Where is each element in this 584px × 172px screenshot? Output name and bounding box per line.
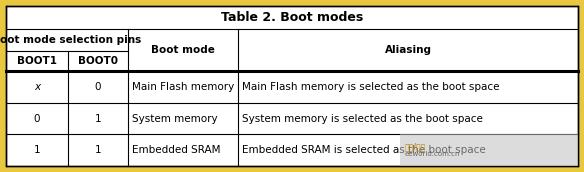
Text: Embedded SRAM is selected as the boot space: Embedded SRAM is selected as the boot sp… xyxy=(242,145,486,155)
Text: eeworld.com.cn: eeworld.com.cn xyxy=(405,151,461,157)
Text: Boot mode: Boot mode xyxy=(151,45,215,55)
Text: 1: 1 xyxy=(34,145,40,155)
Text: 1: 1 xyxy=(95,114,101,123)
Text: Main Flash memory: Main Flash memory xyxy=(132,82,234,92)
Text: 新闻/栏目: 新闻/栏目 xyxy=(405,143,426,152)
Text: BOOT0: BOOT0 xyxy=(78,56,118,66)
Text: Aliasing: Aliasing xyxy=(384,45,432,55)
Text: Main Flash memory is selected as the boot space: Main Flash memory is selected as the boo… xyxy=(242,82,499,92)
Text: 0: 0 xyxy=(95,82,101,92)
Text: BOOT1: BOOT1 xyxy=(17,56,57,66)
Text: 1: 1 xyxy=(95,145,101,155)
Text: System memory: System memory xyxy=(132,114,218,123)
Text: x: x xyxy=(34,82,40,92)
Text: Boot mode selection pins: Boot mode selection pins xyxy=(0,35,142,45)
Text: 0: 0 xyxy=(34,114,40,123)
Text: System memory is selected as the boot space: System memory is selected as the boot sp… xyxy=(242,114,483,123)
Text: Embedded SRAM: Embedded SRAM xyxy=(132,145,221,155)
Text: Table 2. Boot modes: Table 2. Boot modes xyxy=(221,11,363,24)
Bar xyxy=(400,134,578,166)
